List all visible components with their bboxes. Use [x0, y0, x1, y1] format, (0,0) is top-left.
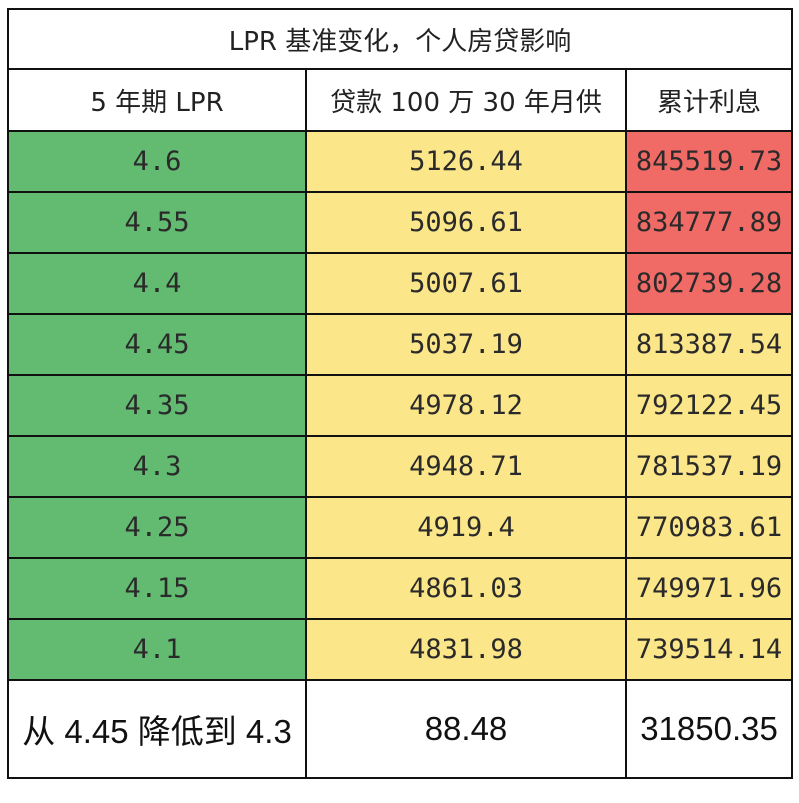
table-row: 4.4 5007.61 802739.28	[7, 252, 794, 315]
header-payment: 贷款 100 万 30 年月供	[305, 68, 627, 132]
table-row: 4.1 4831.98 739514.14	[7, 618, 794, 681]
interest-cell: 845519.73	[624, 130, 794, 193]
lpr-cell: 4.55	[7, 191, 307, 254]
lpr-cell: 4.1	[7, 618, 307, 681]
payment-cell: 5007.61	[305, 252, 627, 315]
header-lpr: 5 年期 LPR	[7, 68, 307, 132]
summary-interest-diff: 31850.35	[624, 679, 794, 779]
table-row: 4.45 5037.19 813387.54	[7, 313, 794, 376]
lpr-cell: 4.15	[7, 557, 307, 620]
interest-cell: 802739.28	[624, 252, 794, 315]
table-row: 4.6 5126.44 845519.73	[7, 130, 794, 193]
payment-cell: 5037.19	[305, 313, 627, 376]
payment-cell: 4978.12	[305, 374, 627, 437]
interest-cell: 749971.96	[624, 557, 794, 620]
interest-cell: 813387.54	[624, 313, 794, 376]
lpr-cell: 4.45	[7, 313, 307, 376]
header-row: 5 年期 LPR 贷款 100 万 30 年月供 累计利息	[7, 68, 794, 132]
lpr-impact-table: LPR 基准变化，个人房贷影响 5 年期 LPR 贷款 100 万 30 年月供…	[6, 8, 794, 779]
payment-cell: 4948.71	[305, 435, 627, 498]
table-title: LPR 基准变化，个人房贷影响	[6, 8, 794, 70]
interest-cell: 781537.19	[624, 435, 794, 498]
table-row: 4.55 5096.61 834777.89	[7, 191, 794, 254]
interest-cell: 834777.89	[624, 191, 794, 254]
interest-cell: 792122.45	[624, 374, 794, 437]
lpr-cell: 4.35	[7, 374, 307, 437]
payment-cell: 5126.44	[305, 130, 627, 193]
interest-cell: 770983.61	[624, 496, 794, 559]
header-interest: 累计利息	[624, 68, 794, 132]
summary-label: 从 4.45 降低到 4.3	[7, 679, 307, 779]
interest-cell: 739514.14	[624, 618, 794, 681]
table-row: 4.3 4948.71 781537.19	[7, 435, 794, 498]
table-row: 4.25 4919.4 770983.61	[7, 496, 794, 559]
summary-payment-diff: 88.48	[305, 679, 627, 779]
lpr-cell: 4.3	[7, 435, 307, 498]
lpr-cell: 4.6	[7, 130, 307, 193]
payment-cell: 5096.61	[305, 191, 627, 254]
summary-row: 从 4.45 降低到 4.3 88.48 31850.35	[7, 679, 794, 779]
title-row: LPR 基准变化，个人房贷影响	[6, 8, 794, 70]
lpr-cell: 4.25	[7, 496, 307, 559]
payment-cell: 4831.98	[305, 618, 627, 681]
lpr-cell: 4.4	[7, 252, 307, 315]
table-row: 4.15 4861.03 749971.96	[7, 557, 794, 620]
payment-cell: 4919.4	[305, 496, 627, 559]
table-row: 4.35 4978.12 792122.45	[7, 374, 794, 437]
payment-cell: 4861.03	[305, 557, 627, 620]
